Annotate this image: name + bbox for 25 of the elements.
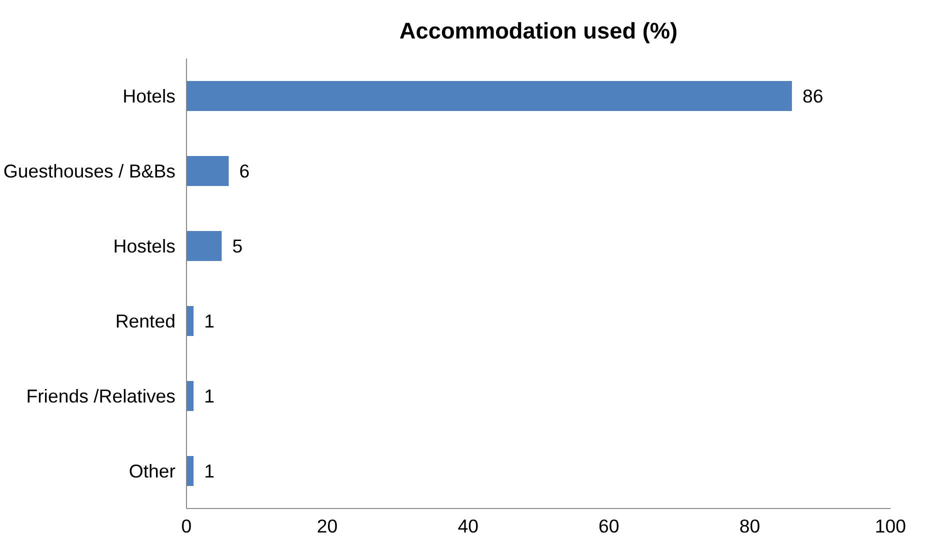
x-tick-label: 0 [181,516,192,536]
y-tick-label: Rented [115,310,176,332]
y-tick-label: Other [128,460,176,482]
data-label: 1 [204,310,214,332]
x-tick-label: 100 [874,516,906,536]
x-tick-label: 20 [316,516,338,536]
chart-title: Accommodation used (%) [399,18,678,44]
data-label: 6 [239,160,250,182]
data-label: 1 [204,386,214,406]
x-tick-label: 80 [739,516,760,536]
y-tick-label: Hotels [122,86,176,106]
y-tick-label: Friends /Relatives [26,386,176,406]
bar [186,306,194,336]
x-tick-label: 60 [598,516,620,536]
data-label: 86 [802,86,824,106]
x-tick-label: 40 [458,516,478,536]
bar [186,456,194,486]
data-label: 5 [232,236,243,256]
y-tick-label: Hostels [113,236,176,256]
bar [186,381,194,411]
data-label: 1 [204,460,214,482]
bar [186,156,229,186]
y-tick-label: Guesthouses / B&Bs [3,160,176,182]
bar [186,81,792,111]
bar [186,231,222,261]
